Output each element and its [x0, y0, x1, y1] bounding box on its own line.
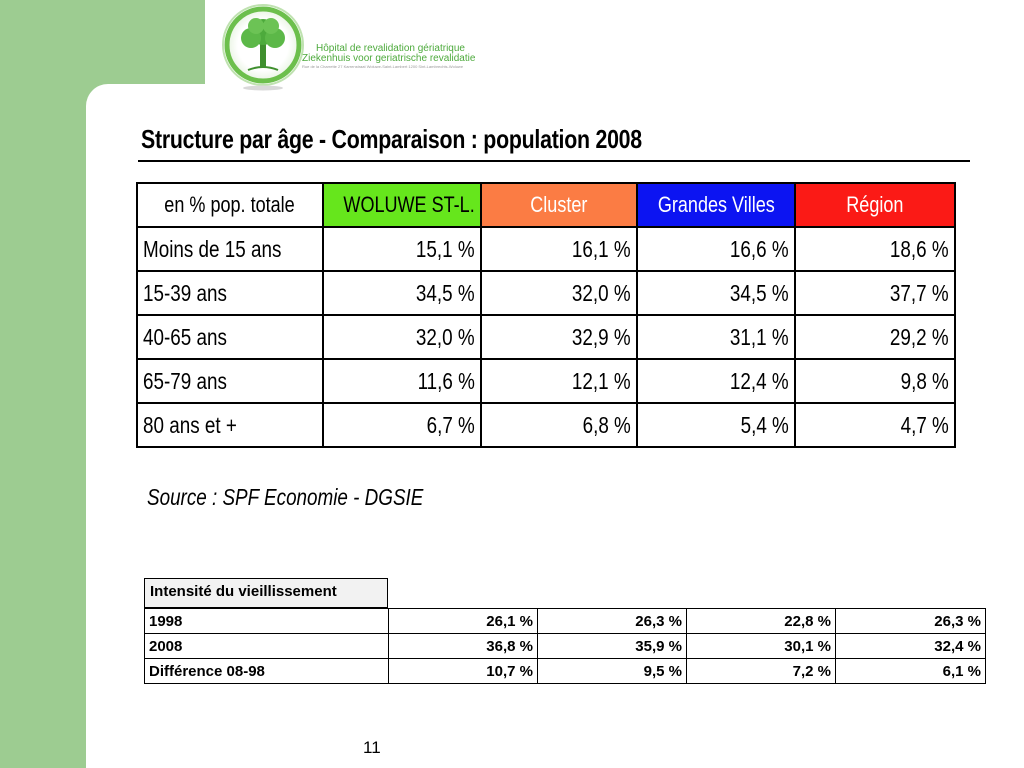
cell-value: 6,1 %	[835, 658, 986, 684]
cell-value: 32,4 %	[835, 633, 986, 659]
table-row: 80 ans et + 6,7 % 6,8 % 5,4 % 4,7 %	[136, 402, 956, 448]
cell-value: 11,6 %	[322, 358, 482, 404]
row-label: 15-39 ans	[136, 270, 324, 316]
table-row: 1998 26,1 % 26,3 % 22,8 % 26,3 %	[144, 608, 986, 634]
cell-value: 6,7 %	[322, 402, 482, 448]
row-label: 80 ans et +	[136, 402, 324, 448]
table-row: Moins de 15 ans 15,1 % 16,1 % 16,6 % 18,…	[136, 226, 956, 272]
cell-value: 12,1 %	[480, 358, 638, 404]
row-label: 1998	[144, 608, 389, 634]
header-cell-cluster: Cluster	[480, 182, 638, 228]
slide-title: Structure par âge - Comparaison : popula…	[141, 124, 642, 154]
row-label: 2008	[144, 633, 389, 659]
cell-value: 37,7 %	[794, 270, 956, 316]
cell-value: 22,8 %	[686, 608, 836, 634]
page-number: 11	[363, 738, 381, 757]
cell-value: 15,1 %	[322, 226, 482, 272]
cell-value: 32,0 %	[322, 314, 482, 360]
logo-line-fr: Hôpital de revalidation gériatrique	[316, 43, 465, 54]
cell-value: 35,9 %	[537, 633, 687, 659]
cell-value: 34,5 %	[636, 270, 796, 316]
cell-value: 26,3 %	[537, 608, 687, 634]
aging-intensity-table: 1998 26,1 % 26,3 % 22,8 % 26,3 % 2008 36…	[144, 608, 986, 684]
table-row: Différence 08-98 10,7 % 9,5 % 7,2 % 6,1 …	[144, 658, 986, 684]
row-label: 40-65 ans	[136, 314, 324, 360]
cell-value: 30,1 %	[686, 633, 836, 659]
header-cell-label: en % pop. totale	[136, 182, 324, 228]
cell-value: 9,8 %	[794, 358, 956, 404]
table-row: 15-39 ans 34,5 % 32,0 % 34,5 % 37,7 %	[136, 270, 956, 316]
cell-value: 12,4 %	[636, 358, 796, 404]
header-cell-region: Région	[794, 182, 956, 228]
header-cell-woluwe: WOLUWE ST-L.	[322, 182, 482, 228]
age-structure-table: en % pop. totale WOLUWE ST-L. Cluster Gr…	[136, 182, 956, 448]
cell-value: 26,1 %	[388, 608, 538, 634]
cell-value: 32,0 %	[480, 270, 638, 316]
header-cell-grandes-villes: Grandes Villes	[636, 182, 796, 228]
cell-value: 4,7 %	[794, 402, 956, 448]
top-white-band	[205, 0, 1024, 86]
table-header-row: en % pop. totale WOLUWE ST-L. Cluster Gr…	[136, 182, 956, 228]
cell-value: 16,6 %	[636, 226, 796, 272]
cell-value: 26,3 %	[835, 608, 986, 634]
cell-value: 18,6 %	[794, 226, 956, 272]
table-row: 65-79 ans 11,6 % 12,1 % 12,4 % 9,8 %	[136, 358, 956, 404]
logo-line-nl: Ziekenhuis voor geriatrische revalidatie	[302, 53, 476, 64]
source-note: Source : SPF Economie - DGSIE	[147, 484, 424, 510]
tree-logo-icon	[222, 4, 304, 91]
cell-value: 34,5 %	[322, 270, 482, 316]
cell-value: 36,8 %	[388, 633, 538, 659]
cell-value: 5,4 %	[636, 402, 796, 448]
cell-value: 32,9 %	[480, 314, 638, 360]
cell-value: 10,7 %	[388, 658, 538, 684]
row-label: Différence 08-98	[144, 658, 389, 684]
cell-value: 29,2 %	[794, 314, 956, 360]
table-row: 2008 36,8 % 35,9 % 30,1 % 32,4 %	[144, 633, 986, 659]
row-label: 65-79 ans	[136, 358, 324, 404]
cell-value: 31,1 %	[636, 314, 796, 360]
cell-value: 9,5 %	[537, 658, 687, 684]
row-label: Moins de 15 ans	[136, 226, 324, 272]
title-underline	[138, 160, 970, 162]
logo-address: Rue de la Charrette 27 Karrenstraat Wolu…	[302, 64, 464, 69]
cell-value: 7,2 %	[686, 658, 836, 684]
table-row: 40-65 ans 32,0 % 32,9 % 31,1 % 29,2 %	[136, 314, 956, 360]
cell-value: 6,8 %	[480, 402, 638, 448]
aging-table-header: Intensité du vieillissement	[144, 578, 388, 608]
cell-value: 16,1 %	[480, 226, 638, 272]
logo-text: Hôpital de revalidation gériatrique Ziek…	[302, 44, 475, 69]
